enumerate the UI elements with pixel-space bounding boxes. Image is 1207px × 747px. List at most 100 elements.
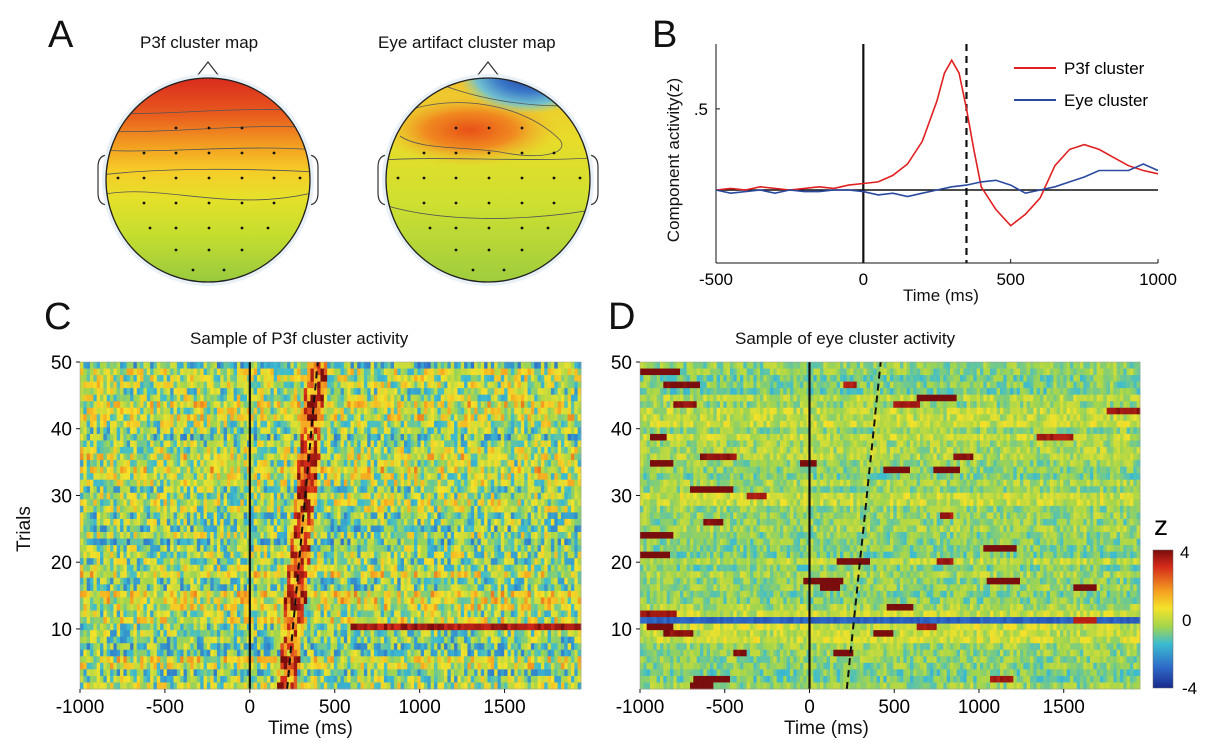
heatmap-cell [100, 486, 104, 494]
heatmap-cell [377, 538, 381, 546]
heatmap-cell [126, 564, 131, 572]
heatmap-cell [494, 375, 498, 383]
heatmap-cell [507, 505, 512, 513]
heatmap-cell [190, 525, 194, 533]
heatmap-cell [307, 427, 311, 435]
heatmap-cell [554, 538, 559, 546]
heatmap-cell [243, 407, 248, 415]
heatmap-cell [183, 558, 188, 566]
heatmap-cell [497, 420, 502, 428]
heatmap-cell [333, 440, 338, 448]
heatmap-cell [163, 564, 168, 572]
heatmap-cell [200, 440, 204, 448]
heatmap-cell [420, 440, 425, 448]
heatmap-cell [397, 368, 402, 376]
heatmap-cell [417, 525, 422, 533]
heatmap-cell [193, 381, 198, 389]
heatmap-cell [133, 551, 138, 559]
heatmap-cell [514, 486, 518, 494]
heatmap-cell [160, 407, 164, 415]
heatmap-cell [213, 499, 218, 507]
heatmap-cell [500, 420, 505, 428]
heatmap-cell [230, 407, 235, 415]
heatmap-cell [467, 473, 472, 481]
heatmap-cell [490, 460, 495, 468]
heatmap-cell [450, 473, 455, 481]
heatmap-cell [447, 368, 452, 376]
heatmap-cell [126, 505, 131, 513]
heatmap-cell [130, 571, 134, 579]
heatmap-cell [577, 473, 582, 481]
heatmap-cell [330, 447, 335, 454]
heatmap-cell [494, 525, 498, 533]
heatmap-cell [343, 558, 348, 566]
heatmap-cell [226, 505, 231, 513]
heatmap-cell [370, 453, 375, 461]
heatmap-cell [440, 505, 445, 513]
heatmap-cell [233, 473, 238, 481]
heatmap-cell [507, 394, 512, 402]
heatmap-cell [190, 571, 194, 579]
heatmap-cell [233, 479, 238, 487]
heatmap-cell [397, 427, 402, 435]
heatmap-cell [287, 473, 291, 481]
heatmap-cell [156, 492, 161, 500]
heatmap-cell [270, 538, 275, 546]
heatmap-cell [547, 505, 552, 513]
heatmap-cell [500, 518, 505, 526]
heatmap-cell [487, 564, 492, 572]
heatmap-cell [507, 420, 512, 428]
heatmap-cell [564, 499, 569, 507]
heatmap-cell [560, 407, 565, 415]
heatmap-cell [223, 499, 228, 507]
heatmap-cell [370, 375, 375, 383]
heatmap-cell [153, 375, 158, 383]
heatmap-cell [293, 512, 298, 520]
heatmap-cell [353, 479, 358, 487]
heatmap-cell [534, 407, 538, 415]
heatmap-cell [447, 440, 452, 448]
heatmap-cell [377, 505, 381, 513]
heatmap-cell [340, 447, 345, 454]
heatmap-cell [226, 414, 231, 422]
heatmap-cell [307, 512, 311, 520]
heatmap-cell [86, 492, 91, 500]
heatmap-cell [130, 532, 134, 539]
heatmap-cell [480, 538, 485, 546]
heatmap-cell [370, 512, 375, 520]
heatmap-cell [524, 375, 528, 383]
heatmap-cell [437, 401, 442, 409]
heatmap-cell [283, 564, 288, 572]
heatmap-cell [353, 525, 358, 533]
heatmap-cell [113, 394, 118, 402]
heatmap-cell [116, 564, 121, 572]
heatmap-cell [434, 407, 438, 415]
heatmap-cell [113, 492, 118, 500]
heatmap-cell [283, 466, 288, 474]
heatmap-cell [297, 512, 301, 520]
heatmap-cell [520, 525, 525, 533]
heatmap-cell [213, 525, 218, 533]
heatmap-cell [330, 394, 335, 402]
heatmap-cell [373, 479, 378, 487]
heatmap-cell [287, 414, 291, 422]
heatmap-cell [113, 564, 118, 572]
heatmap-cell [564, 512, 569, 520]
electrode-dot [422, 151, 426, 155]
heatmap-cell [454, 532, 458, 539]
heatmap-cell [243, 420, 248, 428]
heatmap-cell [484, 466, 488, 474]
heatmap-cell [393, 486, 398, 494]
heatmap-cell [260, 532, 265, 539]
heatmap-cell [257, 460, 261, 468]
heatmap-cell [424, 492, 428, 500]
heatmap-cell [243, 414, 248, 422]
heatmap-cell [390, 532, 395, 539]
heatmap-cell [260, 558, 265, 566]
heatmap-cell [444, 414, 448, 422]
heatmap-cell [196, 505, 201, 513]
heatmap-cell [410, 388, 415, 396]
heatmap-cell [424, 479, 428, 487]
heatmap-cell [233, 420, 238, 428]
heatmap-cell [226, 492, 231, 500]
